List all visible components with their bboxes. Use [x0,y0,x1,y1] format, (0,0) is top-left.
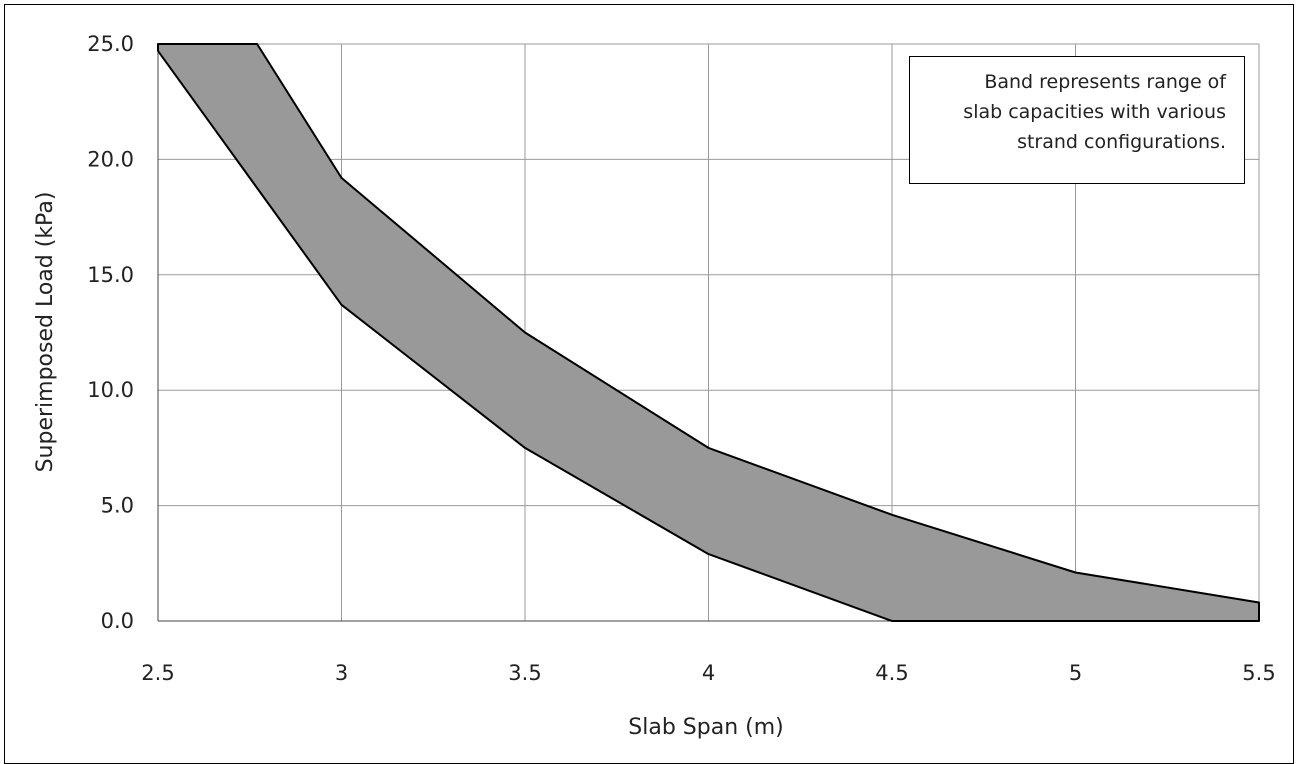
x-tick-label: 4.5 [875,661,908,685]
y-tick-label: 20.0 [87,147,134,171]
x-tick-label: 3.5 [508,661,541,685]
annotation-line-3: strand configurations. [1017,131,1226,153]
y-tick-label: 15.0 [87,263,134,287]
y-tick-labels: 0.0 5.0 10.0 15.0 20.0 25.0 [87,32,134,633]
x-tick-label: 5.5 [1242,661,1275,685]
x-tick-label: 4 [702,661,715,685]
y-tick-label: 25.0 [87,32,134,56]
y-tick-label: 10.0 [87,378,134,402]
x-tick-label: 2.5 [141,661,174,685]
x-tick-label: 5 [1069,661,1082,685]
annotation-box: Band represents range of slab capacities… [909,56,1245,184]
y-tick-label: 0.0 [101,609,134,633]
y-axis-title: Superimposed Load (kPa) [33,192,58,473]
annotation-line-1: Band represents range of [984,71,1226,93]
annotation-line-2: slab capacities with various [963,101,1226,123]
x-tick-labels: 2.5 3 3.5 4 4.5 5 5.5 [141,661,1275,685]
x-axis-title: Slab Span (m) [628,715,783,740]
x-tick-label: 3 [335,661,348,685]
capacity-band [157,43,1260,622]
y-tick-label: 5.0 [101,494,134,518]
